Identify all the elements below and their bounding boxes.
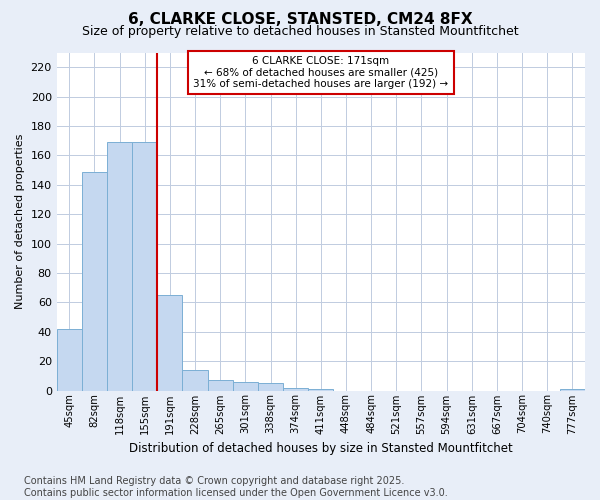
X-axis label: Distribution of detached houses by size in Stansted Mountfitchet: Distribution of detached houses by size … (129, 442, 513, 455)
Bar (308, 389, 334, 390)
Bar (157, 295, 182, 390)
Bar (560, 389, 585, 390)
Bar (132, 142, 157, 390)
Bar (283, 388, 308, 390)
Bar (107, 142, 132, 390)
Bar (82, 172, 107, 390)
Bar (233, 382, 258, 390)
Text: Contains HM Land Registry data © Crown copyright and database right 2025.
Contai: Contains HM Land Registry data © Crown c… (24, 476, 448, 498)
Bar (208, 380, 233, 390)
Bar (258, 383, 283, 390)
Text: 6, CLARKE CLOSE, STANSTED, CM24 8FX: 6, CLARKE CLOSE, STANSTED, CM24 8FX (128, 12, 472, 28)
Bar (56, 329, 82, 390)
Text: 6 CLARKE CLOSE: 171sqm
← 68% of detached houses are smaller (425)
31% of semi-de: 6 CLARKE CLOSE: 171sqm ← 68% of detached… (193, 56, 448, 89)
Text: Size of property relative to detached houses in Stansted Mountfitchet: Size of property relative to detached ho… (82, 25, 518, 38)
Y-axis label: Number of detached properties: Number of detached properties (15, 134, 25, 309)
Bar (182, 370, 208, 390)
